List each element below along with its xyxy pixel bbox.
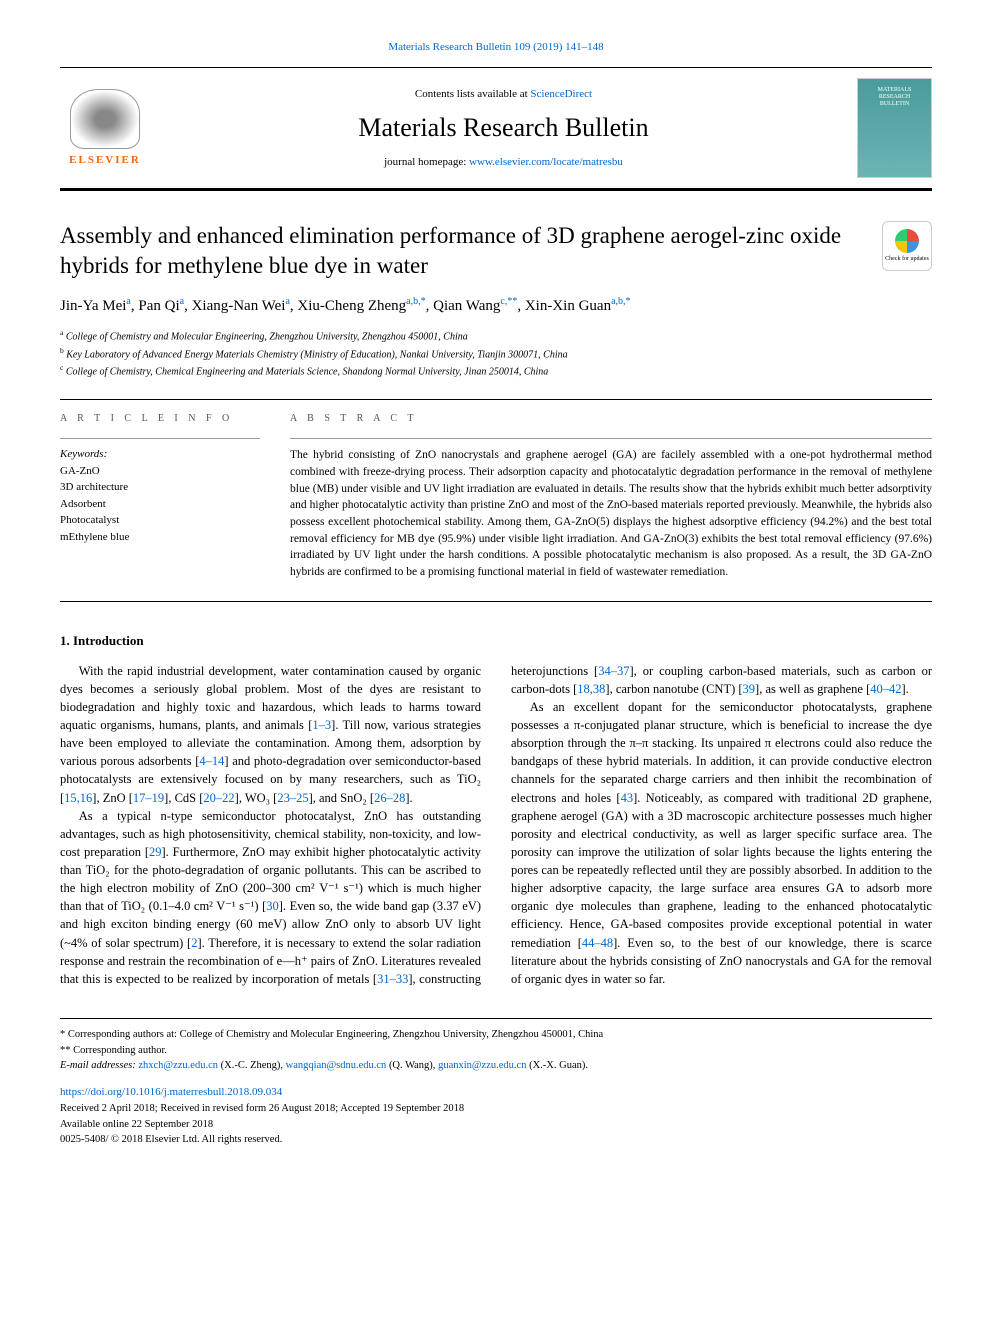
- affiliation-c: c College of Chemistry, Chemical Enginee…: [60, 362, 932, 379]
- doi-line: https://doi.org/10.1016/j.materresbull.2…: [60, 1084, 932, 1101]
- keyword: Adsorbent: [60, 496, 260, 513]
- ref-link[interactable]: 30: [266, 899, 279, 913]
- ref-link[interactable]: 44–48: [582, 936, 613, 950]
- ref-link[interactable]: 29: [149, 845, 162, 859]
- cover-text-3: BULLETIN: [880, 101, 909, 108]
- abstract-divider: [290, 438, 932, 439]
- corresponding-1: * Corresponding authors at: College of C…: [60, 1027, 932, 1043]
- homepage-prefix: journal homepage:: [384, 156, 469, 168]
- elsevier-tree-icon: [70, 89, 140, 149]
- ref-link[interactable]: 40–42: [870, 682, 901, 696]
- keyword: GA-ZnO: [60, 463, 260, 480]
- ref-link[interactable]: 39: [743, 682, 756, 696]
- check-updates-badge[interactable]: Check for updates: [882, 221, 932, 271]
- email-link[interactable]: zhxch@zzu.edu.cn: [138, 1060, 218, 1071]
- journal-cover[interactable]: MATERIALS RESEARCH BULLETIN: [857, 78, 932, 178]
- intro-body: With the rapid industrial development, w…: [60, 662, 932, 988]
- email-line: E-mail addresses: zhxch@zzu.edu.cn (X.-C…: [60, 1058, 932, 1074]
- homepage-line: journal homepage: www.elsevier.com/locat…: [150, 155, 857, 170]
- email-link[interactable]: guanxin@zzu.edu.cn: [438, 1060, 526, 1071]
- elsevier-logo[interactable]: ELSEVIER: [60, 78, 150, 178]
- cover-text-2: RESEARCH: [879, 94, 910, 101]
- intro-heading: 1. Introduction: [60, 632, 932, 650]
- divider-2: [60, 601, 932, 602]
- ref-link[interactable]: 43: [621, 791, 634, 805]
- article-info-heading: A R T I C L E I N F O: [60, 412, 260, 426]
- journal-name: Materials Research Bulletin: [150, 110, 857, 146]
- ref-link[interactable]: 4–14: [199, 754, 224, 768]
- contents-prefix: Contents lists available at: [415, 88, 530, 100]
- contents-line: Contents lists available at ScienceDirec…: [150, 87, 857, 102]
- keyword: Photocatalyst: [60, 512, 260, 529]
- doi-link[interactable]: https://doi.org/10.1016/j.materresbull.2…: [60, 1086, 282, 1098]
- article-info: A R T I C L E I N F O Keywords: GA-ZnO 3…: [60, 412, 260, 580]
- ref-link[interactable]: 23–25: [277, 791, 308, 805]
- authors: Jin-Ya Meia, Pan Qia, Xiang-Nan Weia, Xi…: [60, 295, 932, 317]
- journal-header: ELSEVIER Contents lists available at Sci…: [60, 67, 932, 191]
- affiliations: a College of Chemistry and Molecular Eng…: [60, 327, 932, 379]
- introduction-section: 1. Introduction With the rapid industria…: [60, 632, 932, 988]
- abstract-column: A B S T R A C T The hybrid consisting of…: [290, 412, 932, 580]
- keywords-list: GA-ZnO 3D architecture Adsorbent Photoca…: [60, 463, 260, 546]
- copyright-line: 0025-5408/ © 2018 Elsevier Ltd. All righ…: [60, 1132, 932, 1148]
- divider: [60, 399, 932, 400]
- footer: * Corresponding authors at: College of C…: [60, 1018, 932, 1148]
- crossmark-icon: [895, 229, 919, 253]
- cover-text-1: MATERIALS: [878, 87, 912, 94]
- ref-link[interactable]: 18,38: [577, 682, 605, 696]
- check-updates-text: Check for updates: [885, 255, 929, 263]
- title-row: Assembly and enhanced elimination perfor…: [60, 221, 932, 281]
- intro-p3: As an excellent dopant for the semicondu…: [511, 698, 932, 988]
- top-citation: Materials Research Bulletin 109 (2019) 1…: [60, 40, 932, 55]
- citation-link[interactable]: Materials Research Bulletin 109 (2019) 1…: [388, 41, 603, 53]
- header-center: Contents lists available at ScienceDirec…: [150, 87, 857, 170]
- abstract-heading: A B S T R A C T: [290, 412, 932, 426]
- info-abstract-row: A R T I C L E I N F O Keywords: GA-ZnO 3…: [60, 412, 932, 580]
- affiliation-b: b Key Laboratory of Advanced Energy Mate…: [60, 345, 932, 362]
- email-label: E-mail addresses:: [60, 1060, 138, 1071]
- email-link[interactable]: wangqian@sdnu.edu.cn: [286, 1060, 387, 1071]
- available-line: Available online 22 September 2018: [60, 1117, 932, 1133]
- sciencedirect-link[interactable]: ScienceDirect: [530, 88, 592, 100]
- affiliation-a: a College of Chemistry and Molecular Eng…: [60, 327, 932, 344]
- ref-link[interactable]: 31–33: [377, 972, 408, 986]
- article-title: Assembly and enhanced elimination perfor…: [60, 221, 862, 281]
- ref-link[interactable]: 1–3: [312, 718, 331, 732]
- keyword: mEthylene blue: [60, 529, 260, 546]
- ref-link[interactable]: 15,16: [64, 791, 92, 805]
- abstract-text: The hybrid consisting of ZnO nanocrystal…: [290, 447, 932, 580]
- received-line: Received 2 April 2018; Received in revis…: [60, 1101, 932, 1117]
- keyword: 3D architecture: [60, 479, 260, 496]
- ref-link[interactable]: 26–28: [374, 791, 405, 805]
- homepage-link[interactable]: www.elsevier.com/locate/matresbu: [469, 156, 623, 168]
- ref-link[interactable]: 17–19: [133, 791, 164, 805]
- ref-link[interactable]: 20–22: [203, 791, 234, 805]
- intro-p1: With the rapid industrial development, w…: [60, 662, 481, 807]
- info-divider: [60, 438, 260, 439]
- keywords-label: Keywords:: [60, 447, 260, 462]
- corresponding-2: ** Corresponding author.: [60, 1043, 932, 1059]
- elsevier-text: ELSEVIER: [69, 153, 141, 168]
- ref-link[interactable]: 34–37: [598, 664, 629, 678]
